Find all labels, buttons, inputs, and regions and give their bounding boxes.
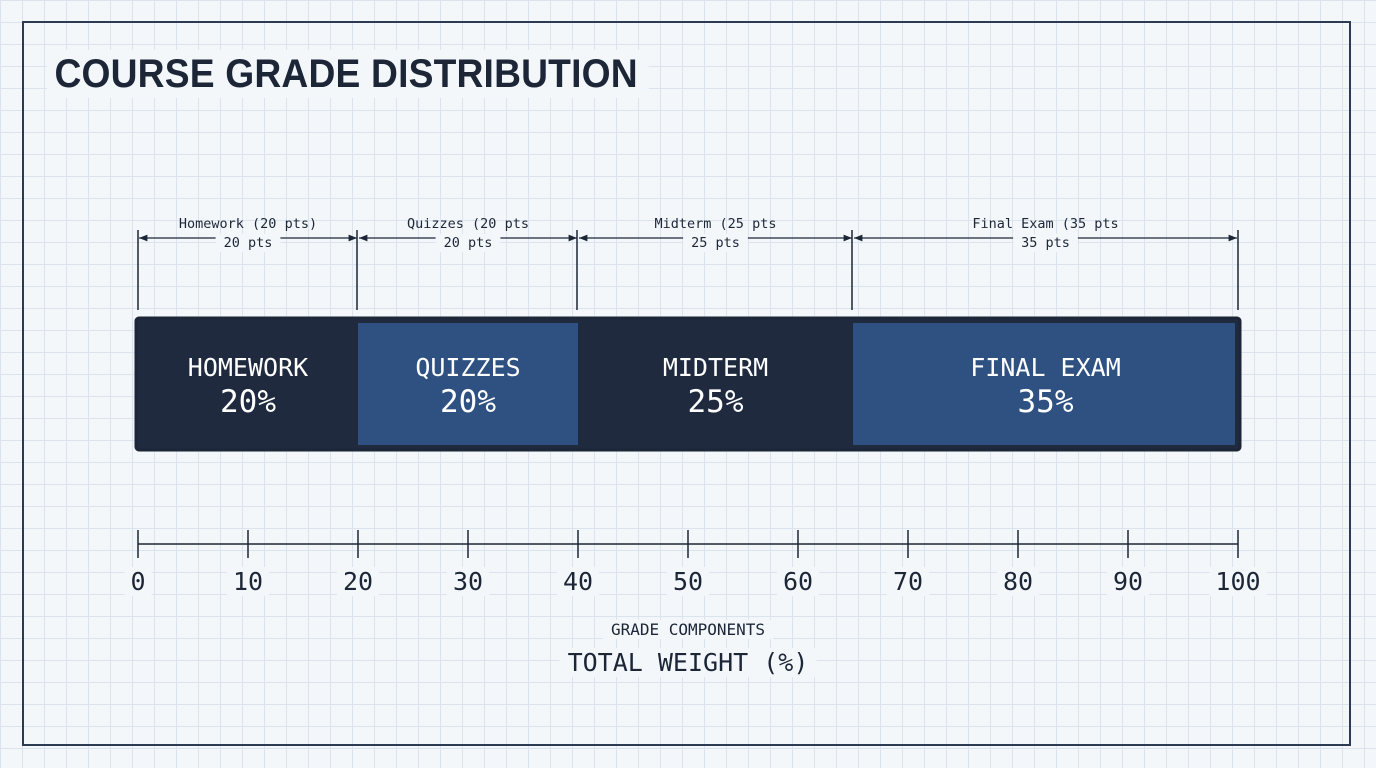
x-tick-label: 80 — [1003, 567, 1033, 596]
dimension-label-homework: Homework (20 pts) — [179, 216, 317, 232]
dimension-label-midterm: Midterm (25 pts — [655, 216, 777, 232]
segment-name-quizzes: QUIZZES — [415, 353, 520, 382]
bar-segment-homework — [141, 323, 358, 445]
x-tick-label-bg — [124, 567, 152, 596]
x-tick-label-bg — [996, 567, 1040, 596]
x-tick-label: 40 — [563, 567, 593, 596]
chart-frame — [22, 21, 1351, 746]
x-tick-label: 20 — [343, 567, 373, 596]
x-tick-label: 100 — [1215, 567, 1260, 596]
x-tick-label-bg — [1106, 567, 1150, 596]
segment-value-midterm: 25% — [688, 384, 744, 420]
x-tick-label-bg — [556, 567, 600, 596]
x-tick-label-bg — [336, 567, 380, 596]
dimension-sublabel-final-exam: 35 pts — [1021, 235, 1070, 251]
dimension-sublabel-bg — [1013, 234, 1078, 252]
segment-name-midterm: MIDTERM — [663, 353, 768, 382]
chart-title: COURSE GRADE DISTRIBUTION — [47, 50, 649, 98]
dimension-sublabel-bg — [683, 234, 748, 252]
dimension-sublabel-quizzes: 20 pts — [444, 235, 493, 251]
x-tick-label: 90 — [1113, 567, 1143, 596]
dimension-sublabel-bg — [435, 234, 501, 252]
segment-value-homework: 20% — [220, 384, 276, 420]
x-axis-title: TOTAL WEIGHT (%) — [568, 648, 809, 677]
x-tick-label: 10 — [233, 567, 263, 596]
axis-title-bg — [559, 648, 817, 677]
bar-segment-midterm — [578, 323, 853, 445]
dimension-annotations: Homework (20 pts) 20 pts Quizzes (20 pts 20… — [137, 216, 1239, 310]
dimension-sublabel-homework: 20 pts — [224, 235, 273, 251]
dimension-sublabel-bg — [215, 234, 281, 252]
x-tick-label-bg — [886, 567, 930, 596]
x-tick-label-bg — [226, 567, 270, 596]
axis-title-bg — [602, 620, 774, 639]
x-tick-label: 70 — [893, 567, 923, 596]
x-axis-subtitle: GRADE COMPONENTS — [611, 620, 765, 639]
dimension-label-quizzes: Quizzes (20 pts — [407, 216, 529, 232]
segment-value-final-exam: 35% — [1018, 384, 1074, 420]
x-tick-label: 60 — [783, 567, 813, 596]
x-tick-label: 30 — [453, 567, 483, 596]
x-tick-label-bg — [776, 567, 820, 596]
bar-segment-quizzes — [358, 323, 578, 445]
x-tick-label-bg — [446, 567, 490, 596]
segment-value-quizzes: 20% — [440, 384, 496, 420]
dimension-label-final-exam: Final Exam (35 pts — [972, 216, 1118, 232]
x-axis: 0 10 20 30 40 50 60 70 80 90 100 GRADE COMPONENTS TO… — [124, 530, 1267, 677]
dimension-sublabel-midterm: 25 pts — [691, 235, 740, 251]
x-tick-label-bg — [666, 567, 710, 596]
segment-name-final-exam: FINAL EXAM — [970, 353, 1121, 382]
x-tick-label-bg — [1209, 567, 1267, 596]
x-tick-label: 50 — [673, 567, 703, 596]
segment-name-homework: HOMEWORK — [188, 353, 308, 382]
x-tick-label: 0 — [130, 567, 145, 596]
bar-segment-final-exam — [853, 323, 1235, 445]
